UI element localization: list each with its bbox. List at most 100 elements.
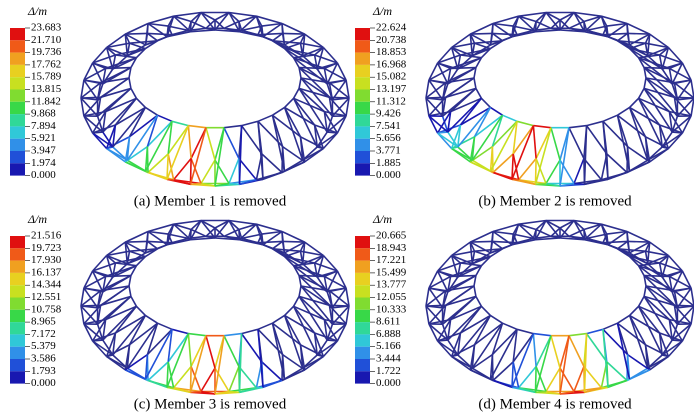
truss-member <box>503 323 518 329</box>
truss-member <box>337 116 346 133</box>
legend-label: 17.762 <box>31 58 61 70</box>
panel: Δ/m21.51619.72317.93016.13714.34412.5511… <box>10 212 349 413</box>
truss-member <box>639 88 645 98</box>
legend-label: 17.930 <box>31 254 62 266</box>
legend-swatch <box>355 273 370 285</box>
truss-member <box>299 276 324 277</box>
truss-member <box>470 232 493 243</box>
truss-member <box>229 159 239 184</box>
legend-swatch <box>10 90 25 102</box>
legend-swatch <box>10 139 25 151</box>
legend-label: 16.137 <box>31 266 62 278</box>
truss-member <box>470 33 492 34</box>
legend-label: 0.000 <box>31 377 56 389</box>
caption: (d) Member 4 is removed <box>478 396 632 412</box>
legend-swatch <box>10 236 25 248</box>
truss-member <box>84 324 93 341</box>
truss-member <box>618 315 630 323</box>
truss-member <box>536 22 537 32</box>
legend-swatch <box>10 261 25 273</box>
legend-swatch <box>355 163 370 175</box>
legend-label: 16.968 <box>376 58 407 70</box>
truss-member <box>603 243 629 253</box>
legend-label: 22.624 <box>376 22 407 34</box>
truss-member <box>93 132 103 133</box>
truss-member <box>630 315 648 368</box>
truss-member <box>146 33 148 45</box>
truss-member <box>282 232 305 243</box>
truss-member <box>603 323 618 329</box>
truss-member <box>429 116 438 133</box>
truss-member <box>201 368 215 392</box>
truss-member <box>206 128 215 160</box>
truss-member <box>569 334 587 336</box>
legend-label: 10.333 <box>376 303 407 315</box>
legend-title: Δ/m <box>27 212 47 226</box>
truss-member <box>584 22 585 32</box>
truss-member <box>533 334 551 336</box>
truss-member <box>242 329 258 333</box>
legend-label: 7.894 <box>31 120 56 132</box>
legend-label: 5.166 <box>376 340 401 352</box>
truss-member <box>299 78 301 88</box>
truss-member <box>148 154 168 173</box>
truss-member <box>191 230 192 240</box>
truss-member <box>569 126 587 128</box>
legend-label: 5.656 <box>376 132 401 144</box>
truss-member <box>191 184 202 185</box>
legend-swatch <box>10 77 25 89</box>
legend-swatch <box>355 77 370 89</box>
truss-member <box>629 162 649 171</box>
truss-member <box>476 296 482 306</box>
truss-member <box>627 232 650 243</box>
truss-member <box>136 98 145 107</box>
truss-member <box>240 334 242 393</box>
truss-member <box>639 296 645 306</box>
truss-member <box>517 121 533 125</box>
truss-member <box>448 276 476 292</box>
legend-label: 8.611 <box>376 316 400 328</box>
truss-member <box>470 24 493 35</box>
legend-swatch <box>10 371 25 383</box>
legend-swatch <box>10 285 25 297</box>
truss-member <box>93 340 103 341</box>
legend-label: 1.974 <box>31 157 56 169</box>
truss-member <box>239 159 257 180</box>
truss-member <box>644 78 646 88</box>
truss-member <box>470 162 490 171</box>
truss-member <box>148 173 167 180</box>
truss-member <box>630 98 639 107</box>
truss-member <box>682 116 691 133</box>
figure: Δ/m23.68321.71019.73617.76215.78913.8151… <box>0 0 694 414</box>
truss-member <box>158 115 173 121</box>
legend-label: 1.793 <box>31 365 56 377</box>
truss-member <box>630 107 648 160</box>
caption: (b) Member 2 is removed <box>478 193 632 209</box>
truss-member <box>191 22 192 32</box>
truss-member <box>240 126 242 185</box>
truss-member <box>533 30 535 31</box>
truss-member <box>224 128 239 159</box>
truss-member <box>472 115 502 160</box>
legend-swatch <box>355 102 370 114</box>
legend-swatch <box>10 102 25 114</box>
truss-member <box>519 367 537 388</box>
legend-label: 19.723 <box>31 242 62 254</box>
truss-member <box>490 315 502 323</box>
truss-member <box>569 128 584 159</box>
truss-member <box>148 381 167 388</box>
legend-label: 23.683 <box>31 22 62 34</box>
truss-member <box>283 33 305 34</box>
truss-member <box>148 362 168 381</box>
truss <box>426 13 694 187</box>
truss-member <box>574 159 584 184</box>
truss-member <box>158 323 173 329</box>
truss-member <box>125 241 147 242</box>
legend-swatch <box>355 90 370 102</box>
truss-member <box>131 88 137 98</box>
truss-member <box>256 387 263 388</box>
truss-member <box>146 241 148 253</box>
truss-member <box>125 162 145 171</box>
legend-label: 3.947 <box>31 145 56 157</box>
truss-member <box>533 126 536 159</box>
